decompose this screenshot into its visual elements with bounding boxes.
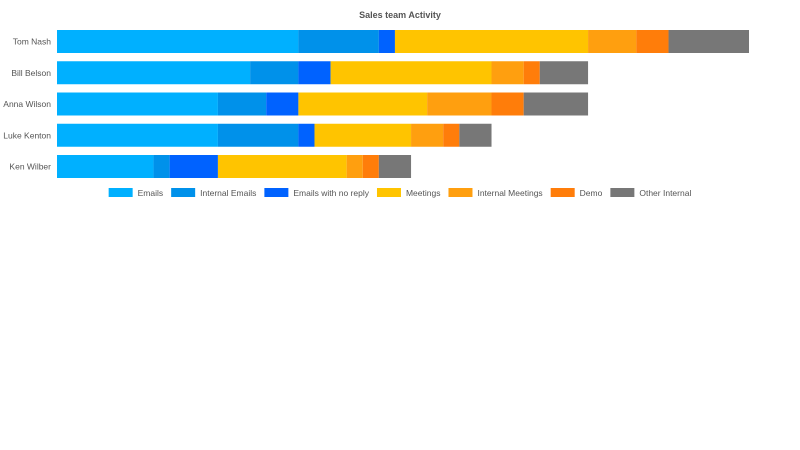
bar-luke-kenton-demo[interactable] [443,123,460,147]
bar-bill-belson-emails-with-no-reply[interactable] [298,61,331,85]
bar-bill-belson-meetings[interactable] [330,61,492,85]
bar-ken-wilber-demo[interactable] [362,155,379,178]
bar-tom-nash-other-internal[interactable] [668,30,749,53]
legend-swatch-demo[interactable] [550,188,575,197]
bar-tom-nash-emails-with-no-reply[interactable] [378,30,395,53]
bar-luke-kenton-emails[interactable] [57,123,218,147]
bar-tom-nash-demo[interactable] [636,30,669,53]
bar-ken-wilber-emails[interactable] [57,155,154,178]
bar-anna-wilson-internal-meetings[interactable] [427,92,492,116]
bar-anna-wilson-emails[interactable] [57,92,218,116]
legend-label-meetings[interactable]: Meetings [406,188,441,198]
bar-luke-kenton-other-internal[interactable] [459,123,492,147]
bar-tom-nash-emails[interactable] [57,30,299,53]
bar-ken-wilber-internal-meetings[interactable] [346,155,363,178]
bar-luke-kenton-internal-emails[interactable] [217,123,299,147]
bar-bill-belson-other-internal[interactable] [539,61,589,85]
legend-swatch-internal-emails[interactable] [171,188,196,197]
bar-bill-belson-emails[interactable] [57,61,251,85]
bar-anna-wilson-emails-with-no-reply[interactable] [266,92,299,116]
legend-label-other-internal[interactable]: Other Internal [639,188,691,198]
legend-swatch-emails-with-no-reply[interactable] [264,188,289,197]
bar-luke-kenton-emails-with-no-reply[interactable] [298,123,315,147]
category-label-tom-nash: Tom Nash [13,37,52,47]
bar-tom-nash-internal-meetings[interactable] [588,30,637,53]
legend: Emails Internal Emails Emails with no repl… [108,188,691,198]
bar-anna-wilson-meetings[interactable] [298,92,428,116]
bar-anna-wilson-other-internal[interactable] [523,92,589,116]
bars [57,30,749,178]
category-label-bill-belson: Bill Belson [11,68,51,78]
bar-ken-wilber-emails-with-no-reply[interactable] [169,155,218,178]
bar-anna-wilson-demo[interactable] [491,92,524,116]
legend-label-demo[interactable]: Demo [580,188,603,198]
bar-tom-nash-meetings[interactable] [394,30,589,53]
category-label-ken-wilber: Ken Wilber [9,162,51,172]
category-label-anna-wilson: Anna Wilson [3,99,51,109]
bar-anna-wilson-internal-emails[interactable] [217,92,267,116]
bar-luke-kenton-internal-meetings[interactable] [411,123,444,147]
category-labels: Tom Nash Bill Belson Anna Wilson Luke Kento… [3,37,51,172]
bar-tom-nash-internal-emails[interactable] [298,30,379,53]
bar-ken-wilber-meetings[interactable] [217,155,347,178]
legend-swatch-meetings[interactable] [376,188,401,197]
legend-label-emails-with-no-reply[interactable]: Emails with no reply [293,188,369,198]
bar-bill-belson-internal-emails[interactable] [250,61,299,85]
bar-ken-wilber-other-internal[interactable] [378,155,412,178]
bar-bill-belson-internal-meetings[interactable] [491,61,524,85]
legend-swatch-emails[interactable] [108,188,133,197]
legend-label-emails[interactable]: Emails [138,188,164,198]
bar-luke-kenton-meetings[interactable] [314,123,412,147]
bar-bill-belson-demo[interactable] [523,61,540,85]
bar-ken-wilber-internal-emails[interactable] [153,155,170,178]
legend-label-internal-emails[interactable]: Internal Emails [200,188,256,198]
legend-label-internal-meetings[interactable]: Internal Meetings [477,188,542,198]
legend-swatch-internal-meetings[interactable] [448,188,473,197]
category-label-luke-kenton: Luke Kenton [3,130,51,140]
legend-swatch-other-internal[interactable] [610,188,635,197]
chart-title: Sales team Activity [359,10,441,20]
